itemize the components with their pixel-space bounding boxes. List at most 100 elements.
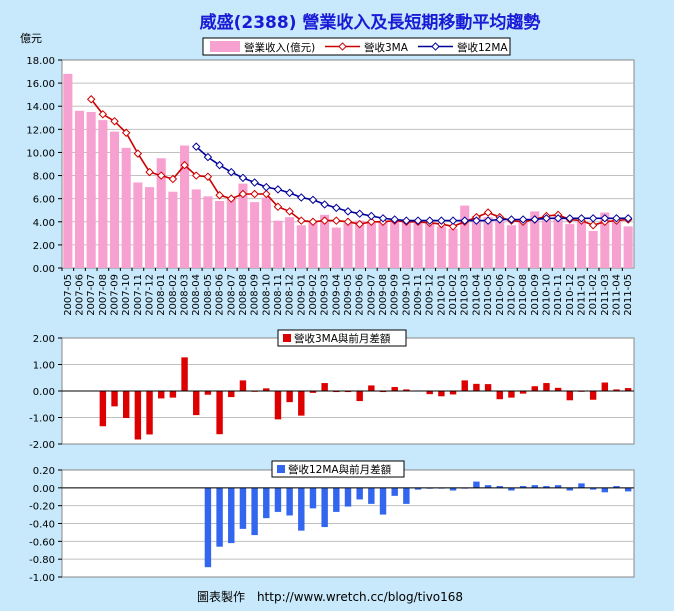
y-tick-label: 0.00 (33, 264, 55, 275)
ma12-point (215, 160, 224, 170)
revenue-bar (168, 191, 178, 268)
diff-bar (321, 487, 328, 528)
ma12-point (297, 193, 306, 202)
y-tick-label: -0.80 (29, 555, 55, 566)
ma3-point (86, 95, 96, 104)
x-tick-label: 2010-03 (460, 274, 471, 316)
y-tick-label: 0.00 (33, 387, 55, 398)
diff-bar (531, 386, 538, 391)
revenue-bar (285, 217, 295, 268)
diff-bar (344, 391, 352, 393)
diff-bar (228, 487, 235, 544)
ma3-point (448, 222, 458, 231)
y-axis-unit: 億元 (20, 32, 42, 45)
revenue-bar (495, 219, 505, 268)
x-tick-label: 2010-07 (506, 274, 517, 316)
ma12-point (285, 188, 294, 198)
ma12-point (518, 215, 528, 224)
diff-bar (566, 487, 574, 491)
ma3-point (332, 216, 341, 225)
revenue-chart: 0.00 2.00 4.00 6.00 8.00 10.00 12.00 14.00 16.00… (20, 32, 635, 316)
revenue-bar (74, 110, 85, 268)
ma3-point (145, 167, 154, 177)
diff-bar (239, 380, 247, 391)
diff-bar (554, 485, 562, 488)
ma12-point (448, 216, 458, 225)
x-tick-label: 2009-05 (343, 274, 354, 316)
x-tick-label: 2009-07 (366, 274, 377, 316)
diff-bar (298, 391, 305, 416)
ma12-point (343, 207, 353, 216)
ma3-point (156, 171, 166, 180)
x-tick-label: 2011-04 (611, 274, 622, 316)
x-tick-label: 2010-02 (448, 274, 459, 316)
diff-bar (298, 487, 305, 531)
revenue-bar (483, 217, 493, 268)
revenue-bar (600, 212, 610, 268)
legend-label: 營業收入(億元) (244, 41, 315, 54)
ma12-point (355, 209, 364, 218)
diff-bar (286, 391, 293, 403)
revenue-bar (320, 214, 330, 268)
x-tick-label: 2010-05 (483, 274, 494, 316)
ma3-point (227, 194, 236, 203)
ma12-point (437, 216, 446, 225)
ma12-point (320, 200, 329, 209)
revenue-bar (121, 147, 131, 268)
diff-bar (274, 391, 282, 420)
chart-footer: 圖表製作 http://www.wretch.cc/blog/tivo168 (197, 590, 463, 604)
legend-box (277, 329, 407, 347)
diff-bar (543, 383, 550, 391)
ma3-point (192, 171, 201, 180)
diff-bar (578, 483, 585, 488)
x-tick-label: 2010-11 (553, 274, 564, 316)
diff-bar (403, 389, 410, 391)
x-tick-label: 2009-06 (355, 274, 366, 316)
diff-bar (216, 391, 223, 435)
diff-bar (379, 391, 387, 393)
ma3-point (285, 207, 294, 216)
ma12-point (472, 216, 481, 225)
ma12-point (238, 173, 248, 183)
diff-bar (368, 487, 375, 504)
ma12-point (378, 214, 388, 223)
x-tick-label: 2007-05 (63, 274, 74, 316)
legend-marker-ma12 (431, 42, 440, 51)
y-tick-label: -0.60 (29, 537, 55, 548)
y-tick-label: -0.40 (29, 520, 55, 531)
ma3-diff-chart: -2.00 -1.00 0.00 1.00 2.00 營收3MA與前月差額 (29, 329, 635, 451)
x-tick-label: 2009-04 (331, 274, 342, 316)
x-tick-label: 2009-08 (378, 274, 389, 316)
ma3-point (238, 189, 248, 199)
ma12-point (507, 215, 516, 224)
legend-swatch-revenue (210, 41, 240, 52)
x-tick-label: 2011-01 (576, 274, 587, 316)
diff-bar (251, 487, 258, 536)
y-tick-label: -2.00 (29, 440, 55, 451)
diff-bar (496, 486, 503, 488)
y-tick-label: 1.00 (33, 361, 55, 372)
x-tick-label: 2007-08 (98, 274, 109, 316)
chart-title: 威盛(2388) 營業收入及長短期移動平均趨勢 (200, 12, 541, 33)
diff-bar (554, 387, 562, 391)
revenue-bar (378, 220, 388, 268)
legend-swatch (283, 334, 291, 342)
x-tick-label: 2008-08 (238, 274, 249, 316)
revenue-bar (180, 145, 190, 268)
revenue-bar (273, 220, 283, 268)
y-tick-label: 6.00 (33, 195, 55, 206)
x-tick-label: 2009-11 (413, 274, 424, 316)
diff-bar (263, 487, 270, 519)
ma12-point (577, 214, 586, 223)
y-tick-label: 2.00 (33, 241, 55, 252)
ma12-diff-chart: -1.00 -0.80 -0.60 -0.40 -0.20 0.00 0.20 營收12MA與… (29, 460, 635, 584)
ma12-point (542, 214, 551, 223)
ma3-point (273, 202, 283, 211)
diff-bar (519, 486, 527, 488)
x-tick-label: 2007-09 (110, 274, 121, 316)
x-tick-label: 2009-03 (320, 274, 331, 316)
x-tick-label: 2008-12 (285, 274, 296, 316)
diff-bar (414, 487, 422, 490)
x-tick-label: 2009-12 (425, 274, 436, 316)
